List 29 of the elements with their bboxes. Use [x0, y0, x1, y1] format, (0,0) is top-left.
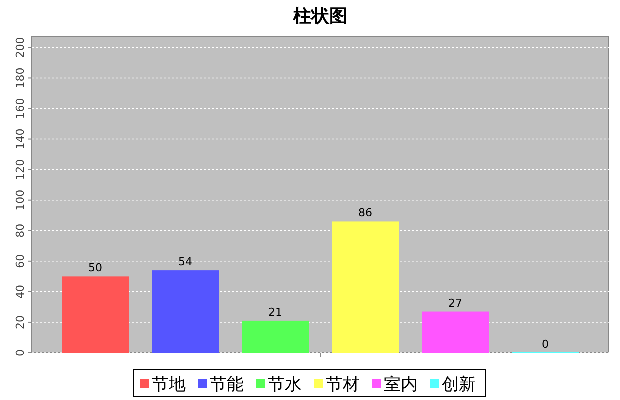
legend-label: 节能 — [210, 375, 244, 395]
data-label: 21 — [268, 306, 282, 319]
y-tick-label: 80 — [14, 224, 27, 238]
y-tick-label: 180 — [14, 68, 27, 89]
data-label: 86 — [358, 206, 372, 220]
data-label: 27 — [448, 296, 462, 310]
y-tick-label: 40 — [14, 284, 27, 299]
bar — [62, 276, 129, 353]
legend-label: 节材 — [326, 375, 360, 395]
data-label: 50 — [88, 262, 102, 275]
y-tick-label: 60 — [14, 254, 27, 268]
bar — [422, 312, 489, 353]
bar — [152, 270, 219, 353]
legend-label: 节水 — [268, 375, 302, 395]
legend-label: 室内 — [384, 375, 418, 395]
data-label: 54 — [178, 256, 192, 269]
y-tick-label: 120 — [14, 159, 27, 180]
y-tick-label: 160 — [14, 98, 27, 120]
bar — [332, 222, 399, 353]
legend-label: 节地 — [152, 375, 186, 395]
data-label: 0 — [542, 338, 549, 351]
y-tick-label: 0 — [14, 350, 27, 356]
legend-label: 创新 — [442, 375, 476, 395]
chart-title: 柱状图 — [292, 6, 348, 27]
y-tick-label: 140 — [14, 128, 27, 150]
y-tick-label: 100 — [14, 190, 27, 211]
y-tick-label: 200 — [14, 37, 27, 58]
bar — [242, 320, 309, 353]
y-tick-label: 20 — [14, 315, 27, 330]
